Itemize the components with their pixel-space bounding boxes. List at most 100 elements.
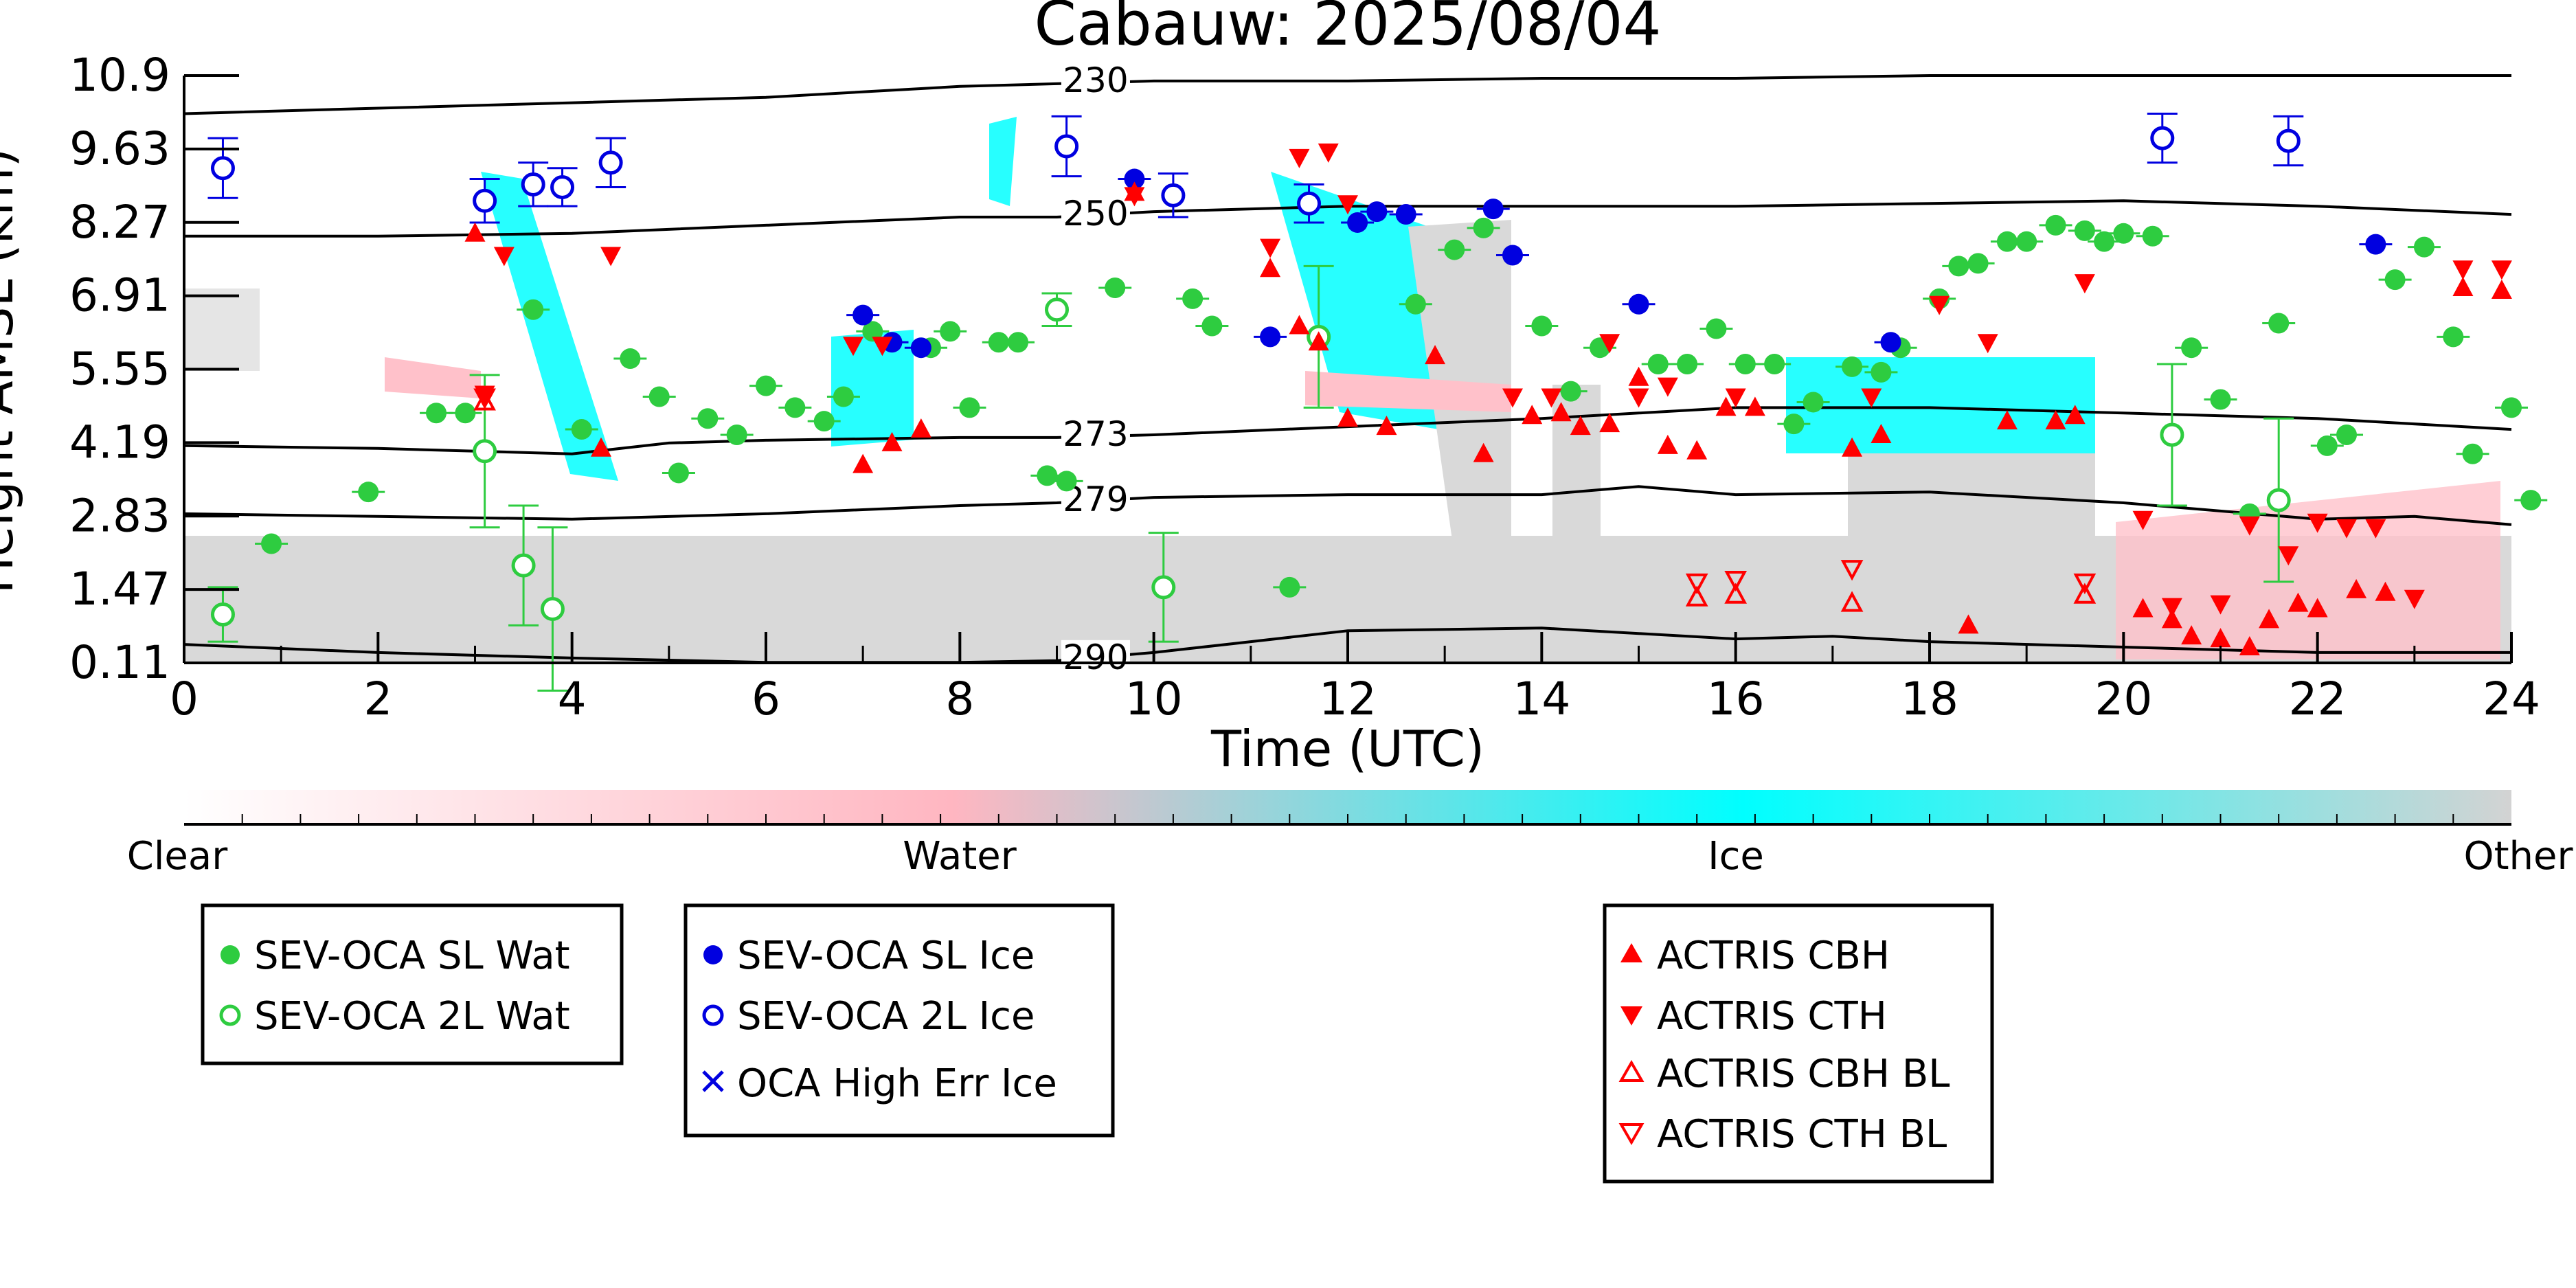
data-point-sev-oca-sl-wat — [862, 321, 883, 342]
data-point-sev-oca-sl-wat — [1735, 353, 1756, 374]
data-point-sev-oca-2l-ice — [1054, 134, 1079, 159]
data-point-sev-oca-sl-ice — [852, 304, 874, 326]
data-point-actris-cth — [2365, 519, 2386, 539]
y-tick-label: 1.47 — [69, 563, 170, 615]
cloud-mask-layer — [184, 117, 2511, 663]
data-point-actris-cbh — [2491, 279, 2512, 299]
data-point-actris-cth — [2307, 513, 2328, 533]
data-point-sev-oca-sl-wat — [2016, 231, 2037, 252]
y-tick-label: 5.55 — [69, 343, 170, 396]
data-point-sev-oca-sl-wat — [2210, 389, 2231, 410]
y-ticks: 0.11 1.47 2.83 4.19 5.55 6.91 8.27 9.63 10.9 — [69, 49, 239, 689]
data-point-sev-oca-sl-wat — [1056, 471, 1077, 492]
data-point-actris-cbh-bl — [1840, 591, 1864, 612]
data-point-actris-cbh-bl — [1724, 583, 1748, 604]
data-point-sev-oca-sl-wat — [620, 348, 641, 370]
data-point-actris-cth — [493, 247, 515, 267]
data-point-actris-cbh — [2045, 410, 2066, 430]
data-point-actris-cth — [2278, 546, 2299, 566]
data-point-sev-oca-2l-wat — [2160, 422, 2184, 447]
data-point-actris-cth — [2161, 598, 2182, 618]
data-point-actris-cbh — [1522, 405, 1543, 425]
y-tick-label: 6.91 — [69, 269, 170, 322]
legend-marker-cth-bl — [1618, 1123, 1645, 1146]
data-point-actris-cbh — [1599, 413, 1620, 433]
data-point-sev-oca-2l-ice — [2276, 128, 2301, 153]
colorbar-label-clear: Clear — [127, 834, 228, 879]
data-point-actris-cth — [1657, 377, 1678, 397]
data-point-actris-cbh — [2375, 581, 2396, 601]
y-tick-label: 0.11 — [69, 636, 170, 689]
data-point-actris-cbh — [1871, 423, 1892, 443]
isotherm-label-bg — [1061, 640, 1130, 675]
x-tick-label: 20 — [2094, 673, 2152, 725]
data-point-actris-cth-bl — [1840, 560, 1864, 581]
isotherm-label: 250 — [1063, 194, 1128, 234]
data-point-sev-oca-sl-wat — [988, 332, 1009, 353]
data-point-sev-oca-2l-wat — [511, 553, 536, 578]
x-tick-label: 24 — [2483, 673, 2540, 725]
data-point-sev-oca-sl-wat — [2443, 326, 2464, 348]
legend-marker-2l-ice — [702, 1004, 724, 1026]
data-point-sev-oca-2l-ice — [550, 174, 575, 199]
data-point-sev-oca-sl-wat — [1967, 253, 1989, 274]
data-point-actris-cth — [1124, 187, 1145, 207]
data-point-sev-oca-sl-wat — [2181, 337, 2202, 359]
data-point-sev-oca-sl-wat — [358, 482, 379, 503]
data-point-sev-oca-sl-wat — [1405, 293, 1426, 315]
colorbar-label-ice: Ice — [1708, 834, 1764, 879]
legend-marker-2l-wat — [219, 1004, 241, 1026]
y-axis-label: Height AMSL (km) — [0, 148, 24, 594]
data-point-actris-cth-bl — [1685, 573, 1708, 595]
data-point-sev-oca-2l-ice — [598, 150, 623, 175]
data-point-sev-oca-sl-wat — [813, 411, 835, 432]
data-point-actris-cth — [2210, 595, 2231, 615]
data-point-actris-cbh — [1657, 434, 1678, 454]
data-point-actris-cbh — [1628, 366, 1649, 386]
data-point-actris-cth — [2452, 260, 2474, 280]
data-point-sev-oca-2l-wat — [473, 439, 497, 464]
data-point-sev-oca-sl-wat — [2520, 490, 2542, 511]
data-point-actris-cth — [2491, 260, 2512, 280]
data-point-actris-cbh — [1958, 614, 1979, 634]
data-point-actris-cth — [1289, 148, 1310, 168]
data-point-actris-cbh — [2181, 625, 2202, 645]
data-point-sev-oca-sl-wat — [2413, 236, 2434, 258]
x-tick-label: 2 — [363, 673, 392, 725]
data-point-sev-oca-sl-wat — [648, 386, 670, 407]
isotherm-label: 290 — [1063, 637, 1128, 677]
legend-text-cth-bl: ACTRIS CTH BL — [1657, 1112, 1947, 1157]
data-point-actris-cbh — [2161, 609, 2182, 629]
data-point-actris-cbh — [1260, 258, 1281, 278]
data-point-sev-oca-sl-wat — [940, 321, 961, 342]
isotherm-label-bg — [1061, 63, 1130, 98]
data-point-sev-oca-sl-wat — [1996, 231, 2018, 252]
data-point-sev-oca-sl-ice — [1260, 326, 1281, 348]
x-tick-label: 0 — [170, 673, 199, 725]
colorbar-label-water: Water — [903, 834, 1017, 879]
data-point-sev-oca-sl-wat — [697, 408, 719, 429]
legend-marker-cbh — [1620, 943, 1642, 962]
data-point-actris-cth — [1725, 388, 1746, 408]
data-point-sev-oca-2l-ice — [521, 172, 545, 196]
data-point-actris-cbh — [2287, 592, 2309, 612]
data-point-actris-cth — [600, 247, 622, 267]
data-point-actris-cbh — [1473, 442, 1494, 462]
data-point-actris-cbh — [1337, 407, 1358, 427]
x-tick-label: 8 — [945, 673, 974, 725]
data-point-actris-cbh — [1842, 437, 1863, 457]
data-point-actris-cbh — [1686, 440, 1708, 460]
data-point-actris-cth — [1318, 143, 1339, 163]
data-point-sev-oca-2l-ice — [1297, 191, 1322, 216]
isotherm-line — [183, 74, 2511, 115]
data-point-actris-cbh — [852, 453, 874, 473]
data-point-actris-cbh — [2132, 598, 2154, 618]
data-point-sev-oca-sl-wat — [1444, 239, 1465, 260]
data-point-sev-oca-sl-wat — [1279, 576, 1300, 598]
data-point-actris-cbh-bl — [2073, 583, 2097, 604]
data-point-sev-oca-sl-wat — [1647, 353, 1669, 374]
data-point-sev-oca-2l-ice — [2150, 126, 2175, 150]
data-point-sev-oca-sl-ice — [1502, 245, 1523, 266]
data-point-actris-cth — [1628, 388, 1649, 408]
data-point-sev-oca-sl-wat — [455, 403, 476, 424]
